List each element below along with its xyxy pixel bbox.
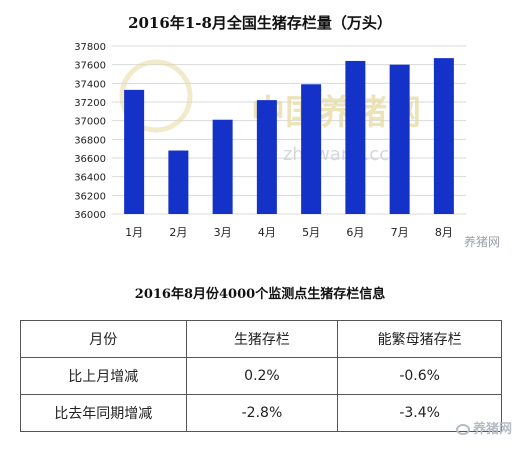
bar bbox=[345, 60, 366, 214]
logo-circle-icon bbox=[119, 59, 193, 133]
y-tick-label: 37400 bbox=[74, 79, 106, 90]
bar bbox=[212, 119, 233, 214]
x-tick-label: 4月 bbox=[258, 226, 276, 239]
sow-value: -0.6% bbox=[337, 357, 502, 395]
y-tick-label: 36400 bbox=[74, 173, 106, 184]
bottom-watermark: 养猪网 bbox=[455, 418, 512, 437]
row-label: 比上月增减 bbox=[20, 357, 187, 395]
y-tick-label: 36800 bbox=[74, 135, 106, 146]
chart-title: 2016年1-8月全国生猪存栏量（万头） bbox=[128, 14, 392, 32]
bar bbox=[389, 64, 410, 214]
bar bbox=[301, 84, 322, 215]
y-tick-label: 37800 bbox=[74, 42, 106, 53]
sow-value: -3.4% bbox=[337, 394, 502, 432]
hog-value: 0.2% bbox=[185, 357, 339, 395]
x-tick-label: 7月 bbox=[391, 226, 409, 239]
table-row: 比去年同期增减 -2.8% -3.4% bbox=[20, 394, 502, 432]
y-tick-label: 36600 bbox=[74, 154, 106, 165]
y-tick-label: 37200 bbox=[74, 98, 106, 109]
y-tick-label: 37600 bbox=[74, 61, 106, 72]
header-hog-inventory: 生猪存栏 bbox=[185, 320, 339, 358]
bar bbox=[256, 100, 277, 214]
bar bbox=[168, 150, 189, 214]
table-title: 2016年8月份4000个监测点生猪存栏信息 bbox=[134, 287, 386, 302]
x-tick-label: 2月 bbox=[169, 226, 187, 239]
table-header-row: 月份 生猪存栏 能繁母猪存栏 bbox=[20, 320, 502, 358]
y-tick-label: 36200 bbox=[74, 191, 106, 202]
hog-value: -2.8% bbox=[185, 394, 339, 432]
header-sow-inventory: 能繁母猪存栏 bbox=[337, 320, 502, 358]
y-tick-label: 36000 bbox=[74, 210, 106, 221]
bottom-watermark-label: 养猪网 bbox=[472, 422, 512, 437]
x-tick-label: 8月 bbox=[435, 226, 453, 239]
bar bbox=[433, 58, 454, 215]
bar bbox=[124, 89, 145, 214]
site-watermark-label: 养猪网 bbox=[463, 235, 500, 249]
y-tick-label: 37000 bbox=[74, 117, 106, 128]
x-tick-label: 5月 bbox=[302, 226, 320, 239]
header-month: 月份 bbox=[20, 320, 187, 358]
wechat-icon bbox=[455, 424, 470, 435]
x-tick-label: 3月 bbox=[214, 226, 232, 239]
table-row: 比上月增减 0.2% -0.6% bbox=[20, 357, 502, 395]
site-watermark: 养猪网 bbox=[464, 233, 500, 250]
chart-url-watermark: zhuwang.cc bbox=[283, 144, 389, 165]
row-label: 比去年同期增减 bbox=[20, 394, 187, 432]
x-tick-label: 1月 bbox=[125, 226, 143, 239]
monitoring-info-table: 月份 生猪存栏 能繁母猪存栏 比上月增减 0.2% -0.6% 比去年同期增减 … bbox=[20, 320, 502, 432]
x-tick-label: 6月 bbox=[346, 226, 364, 239]
bar-chart: 中国养猪网 zhuwang.cc 2016年1-8月全国生猪存栏量（万头） 3600… bbox=[6, 4, 514, 254]
